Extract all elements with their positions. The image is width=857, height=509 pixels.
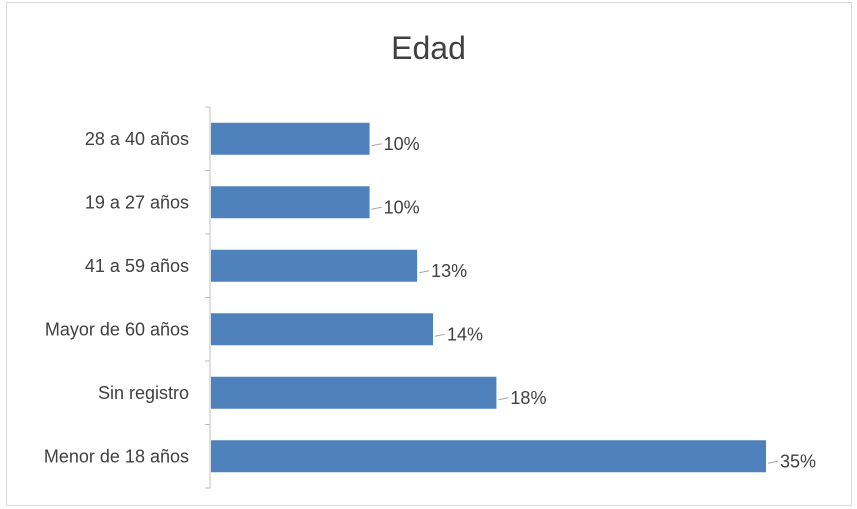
- category-label: Sin registro: [98, 383, 189, 403]
- bar: [211, 313, 433, 346]
- chart-title: Edad: [391, 30, 466, 66]
- category-label: Mayor de 60 años: [45, 319, 189, 339]
- label-leader-line: [434, 333, 446, 337]
- data-label: 10%: [384, 197, 420, 217]
- label-leader-line: [371, 143, 382, 147]
- data-label: 14%: [447, 324, 483, 344]
- bar: [211, 440, 766, 473]
- label-leader-line: [419, 270, 430, 274]
- category-label: Menor de 18 años: [44, 446, 189, 466]
- category-label: 41 a 59 años: [85, 256, 189, 276]
- bar: [211, 376, 497, 409]
- chart-frame: [6, 2, 852, 506]
- data-label: 13%: [431, 261, 467, 281]
- label-leader-line: [767, 460, 779, 464]
- label-leader-line: [498, 397, 509, 401]
- bar: [211, 186, 370, 219]
- category-label: 28 a 40 años: [85, 129, 189, 149]
- label-leader-line: [371, 206, 382, 210]
- category-label: 19 a 27 años: [85, 192, 189, 212]
- data-label: 18%: [510, 388, 546, 408]
- bar: [211, 249, 418, 282]
- data-label: 35%: [780, 451, 816, 471]
- data-label: 10%: [384, 134, 420, 154]
- bar: [211, 122, 370, 155]
